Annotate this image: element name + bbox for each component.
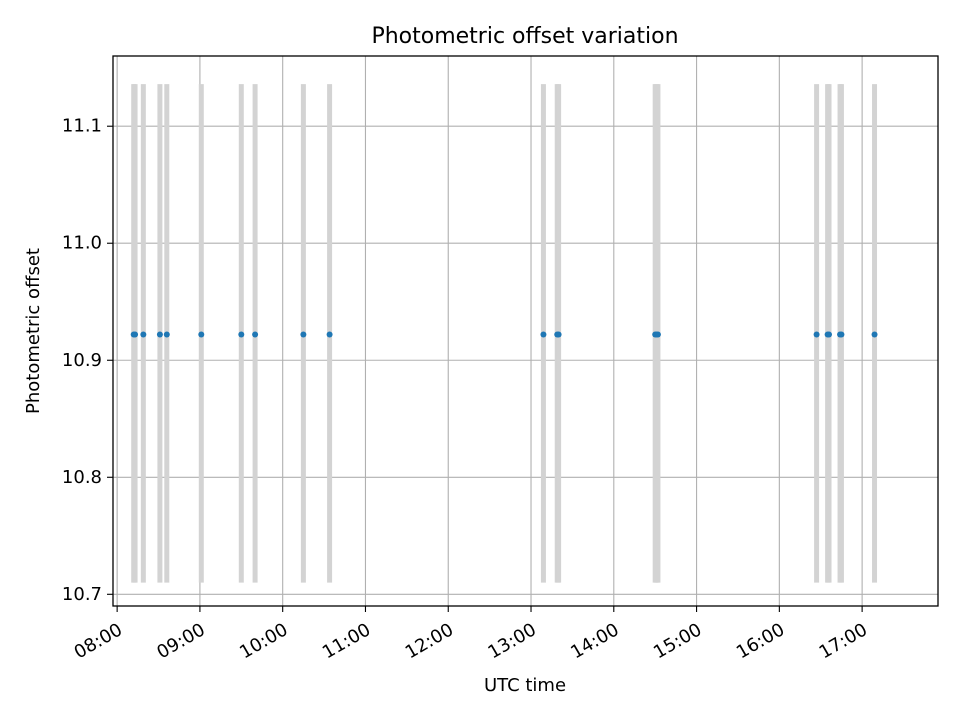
data-point: [140, 331, 147, 338]
y-tick-label: 11.1: [62, 116, 102, 137]
y-tick-label: 10.8: [62, 467, 102, 488]
data-point: [252, 331, 259, 338]
data-point: [838, 331, 845, 338]
data-point: [326, 331, 333, 338]
data-point: [555, 331, 562, 338]
data-point: [156, 331, 163, 338]
data-point: [238, 331, 245, 338]
data-point: [871, 331, 878, 338]
data-point: [300, 331, 307, 338]
data-point: [813, 331, 820, 338]
y-tick-label: 11.0: [62, 233, 102, 254]
data-points: [130, 331, 878, 338]
x-axis-label: UTC time: [484, 675, 566, 696]
plot-frame: [112, 55, 939, 607]
data-point: [654, 331, 661, 338]
y-axis: 10.7 10.8 10.9 11.0 11.1: [62, 116, 113, 605]
data-point: [826, 331, 833, 338]
y-axis-label: Photometric offset: [23, 248, 44, 414]
data-point: [540, 331, 547, 338]
data-point: [132, 331, 139, 338]
grid: [113, 56, 938, 606]
y-tick-label: 10.7: [62, 584, 102, 605]
y-tick-label: 10.9: [62, 350, 102, 371]
chart-title: Photometric offset variation: [371, 24, 678, 49]
data-point: [163, 331, 170, 338]
data-point: [198, 331, 205, 338]
